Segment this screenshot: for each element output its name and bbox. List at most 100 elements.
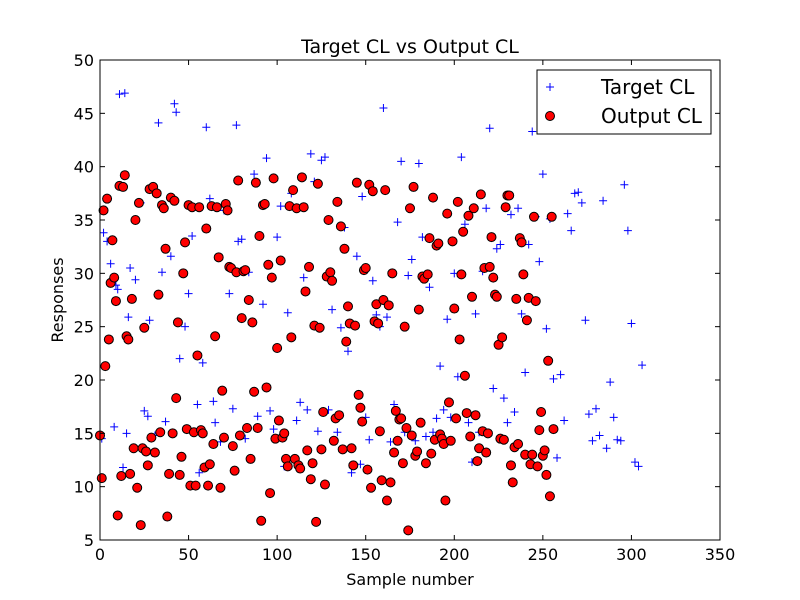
target-cl-point <box>414 159 423 168</box>
target-cl-point <box>358 192 367 201</box>
output-cl-point <box>249 386 260 397</box>
target-cl-point <box>443 315 452 324</box>
output-cl-point <box>236 313 247 324</box>
output-cl-point <box>389 447 400 458</box>
target-cl-point <box>588 436 597 445</box>
target-cl-point <box>553 453 562 462</box>
target-cl-point <box>328 305 337 314</box>
output-cl-point <box>401 423 412 433</box>
target-cl-point <box>119 463 128 472</box>
target-cl-point <box>333 428 342 437</box>
target-cl-point <box>269 425 278 434</box>
x-tick-label: 200 <box>439 545 470 564</box>
output-cl-point <box>286 332 297 343</box>
output-cl-point <box>442 208 453 219</box>
y-tick-label: 45 <box>74 104 94 123</box>
output-cl-point <box>203 480 214 491</box>
output-cl-point <box>397 458 408 469</box>
legend-box <box>536 69 712 135</box>
target-cl-point <box>225 289 234 298</box>
output-cl-point <box>468 203 479 214</box>
target-cl-point <box>262 154 271 163</box>
target-cl-point <box>382 313 391 322</box>
output-cl-point <box>158 203 169 214</box>
target-cl-point <box>464 418 473 427</box>
output-cl-point <box>197 428 208 439</box>
output-cl-point <box>396 413 407 424</box>
output-cl-point <box>240 265 251 276</box>
output-cl-point <box>272 343 283 353</box>
output-cl-point <box>351 177 362 188</box>
target-cl-point <box>638 361 647 370</box>
target-cl-point <box>407 255 416 264</box>
target-cl-point <box>630 458 639 467</box>
output-cl-point <box>412 446 423 457</box>
output-cl-point <box>126 293 137 304</box>
output-cl-point <box>109 272 120 283</box>
output-cl-point <box>440 495 451 506</box>
target-cl-point <box>170 99 179 108</box>
output-cl-point <box>463 210 474 221</box>
target-cl-point <box>292 416 301 425</box>
output-cl-point <box>319 479 330 490</box>
output-cl-point <box>385 477 396 488</box>
target-cl-point <box>161 417 170 426</box>
target-cl-point <box>581 316 590 325</box>
target-cl-point <box>106 259 115 268</box>
axis-ticks: 0 50 100 150 200 250 300 350 5 10 15 20 25 30 35 40 45 50 <box>74 51 736 564</box>
output-cl-point <box>467 291 477 302</box>
output-cl-point <box>265 488 276 499</box>
output-cl-point <box>302 445 313 456</box>
output-cl-point <box>381 495 392 506</box>
output-cl-point <box>139 322 150 333</box>
output-cl-point <box>337 444 348 455</box>
target-cl-point <box>145 316 154 325</box>
target-cl-point <box>336 323 345 332</box>
output-cl-point <box>311 516 322 527</box>
output-cl-point <box>544 491 555 502</box>
target-cl-point <box>124 313 133 322</box>
output-cl-point <box>234 430 245 441</box>
output-cl-point <box>456 269 467 280</box>
output-cl-point <box>242 423 253 433</box>
output-cl-point <box>261 382 272 393</box>
output-cl-point <box>541 469 552 480</box>
output-cl-point <box>500 202 511 213</box>
output-cl-point <box>422 269 433 280</box>
target-cl-point <box>306 149 315 158</box>
target-cl-point <box>172 108 181 117</box>
output-cl-point <box>546 211 557 222</box>
target-cl-point <box>574 188 583 197</box>
target-cl-point <box>258 300 267 309</box>
y-tick-label: 50 <box>74 51 94 70</box>
output-cl-point <box>366 482 377 493</box>
output-cl-point <box>341 336 352 347</box>
output-cl-point <box>376 475 387 486</box>
target-cl-point <box>113 285 122 294</box>
output-cl-point <box>266 272 277 283</box>
legend-label-target-cl: Target CL <box>600 75 695 99</box>
output-cl-point <box>316 444 327 455</box>
plot-frame <box>99 59 721 541</box>
output-cl-point <box>259 199 270 209</box>
output-cl-point <box>459 370 470 381</box>
output-cl-point <box>428 192 439 203</box>
target-cl-point <box>620 180 629 189</box>
target-cl-point <box>599 196 608 205</box>
y-tick-label: 25 <box>74 318 94 337</box>
output-cl-point <box>543 355 554 366</box>
output-cl-point <box>348 460 359 471</box>
target-cl-point <box>393 218 402 227</box>
output-cl-point <box>406 430 417 441</box>
output-cl-point <box>433 238 444 249</box>
target-cl-point <box>181 322 190 331</box>
y-tick-label: 35 <box>74 211 94 230</box>
output-cl-point <box>275 255 286 266</box>
output-cl-point <box>233 175 244 186</box>
output-cl-point <box>102 193 113 204</box>
output-cl-point <box>454 334 465 345</box>
output-cl-point <box>465 431 476 442</box>
output-cl-point <box>208 439 219 449</box>
output-cl-point <box>112 510 123 521</box>
output-cl-point <box>288 185 299 196</box>
